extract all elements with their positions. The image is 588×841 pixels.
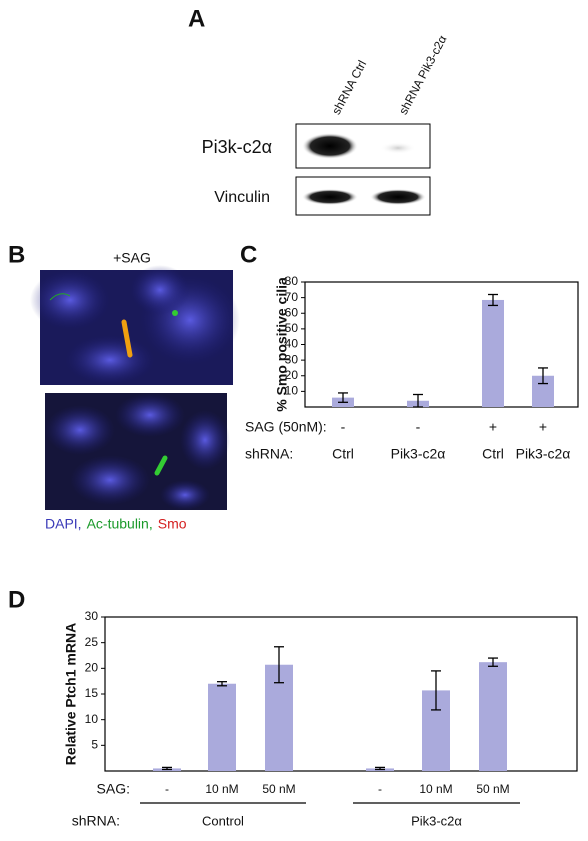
sag-label: 50 nM <box>262 782 295 796</box>
error-bar <box>274 646 284 684</box>
y-tick-label: 30 <box>285 352 299 366</box>
y-tick-label: 15 <box>85 686 99 700</box>
x-tick-label: Ctrl <box>482 446 504 462</box>
y-tick-label: 40 <box>285 337 299 351</box>
sag-label: 10 nM <box>205 782 238 796</box>
error-bar <box>162 766 172 771</box>
legend-entry: Smo <box>158 516 187 532</box>
blot-band <box>302 189 358 205</box>
y-tick-label: 80 <box>285 274 299 288</box>
image-title: +SAG <box>113 250 151 266</box>
y-tick-label: 60 <box>285 305 299 319</box>
error-bar <box>488 657 498 667</box>
sag-label: 10 nM <box>419 782 452 796</box>
group-label: Pik3-c2α <box>411 813 462 828</box>
y-tick-label: 10 <box>85 712 99 726</box>
panel-label: A <box>188 5 205 32</box>
row-label: SAG: <box>97 781 130 797</box>
x-tick-label: Pik3-c2α <box>391 446 446 462</box>
panel-label: C <box>240 241 257 268</box>
y-tick-label: 20 <box>285 368 299 382</box>
blot-band <box>370 189 426 205</box>
y-tick-label: 25 <box>85 635 99 649</box>
blot-row-label: Pi3k-c2α <box>202 137 272 157</box>
sag-label: - <box>378 782 382 796</box>
blot-row-label: Vinculin <box>214 189 270 206</box>
y-tick-label: 30 <box>85 609 99 623</box>
sag-label: - <box>416 419 421 435</box>
error-bar <box>375 766 385 771</box>
blot-band <box>302 133 358 159</box>
y-tick-label: 20 <box>85 661 99 675</box>
lane-label: shRNA Pik3-c2α <box>396 33 450 117</box>
sag-label: + <box>489 419 497 435</box>
row-label: shRNA: <box>245 446 293 462</box>
x-tick-label: Pik3-c2α <box>516 446 571 462</box>
legend-entry: DAPI, <box>45 516 82 532</box>
sag-label: - <box>341 419 346 435</box>
x-tick-label: Ctrl <box>332 446 354 462</box>
bar <box>482 299 504 407</box>
y-axis-label: % Smo positive cilia <box>274 277 290 412</box>
group-label: Control <box>202 813 244 828</box>
row-label: shRNA: <box>72 813 120 829</box>
error-bar <box>538 367 548 385</box>
y-axis-label: Relative Ptch1 mRNA <box>63 623 79 765</box>
error-bar <box>431 670 441 711</box>
y-tick-label: 50 <box>285 321 299 335</box>
micrograph <box>30 265 240 385</box>
panel-label: D <box>8 586 25 613</box>
sag-label: + <box>539 419 547 435</box>
bar <box>208 683 236 771</box>
legend-entry: Ac-tubulin, <box>87 516 153 532</box>
lane-label: shRNA Ctrl <box>329 58 369 117</box>
micrograph <box>45 393 230 510</box>
error-bar <box>338 392 348 403</box>
bar <box>532 375 554 407</box>
stain-legend: DAPI, Ac-tubulin, Smo <box>45 516 187 532</box>
y-tick-label: 5 <box>91 738 98 752</box>
sag-label: 50 nM <box>476 782 509 796</box>
row-label: SAG (50nM): <box>245 419 327 435</box>
y-tick-label: 70 <box>285 290 299 304</box>
error-bar <box>488 293 498 307</box>
sag-label: - <box>165 782 169 796</box>
bar <box>479 662 507 771</box>
error-bar <box>217 681 227 687</box>
error-bar <box>413 393 423 408</box>
panel-label: B <box>8 241 25 268</box>
blot-band <box>380 142 416 154</box>
y-tick-label: 10 <box>285 384 299 398</box>
